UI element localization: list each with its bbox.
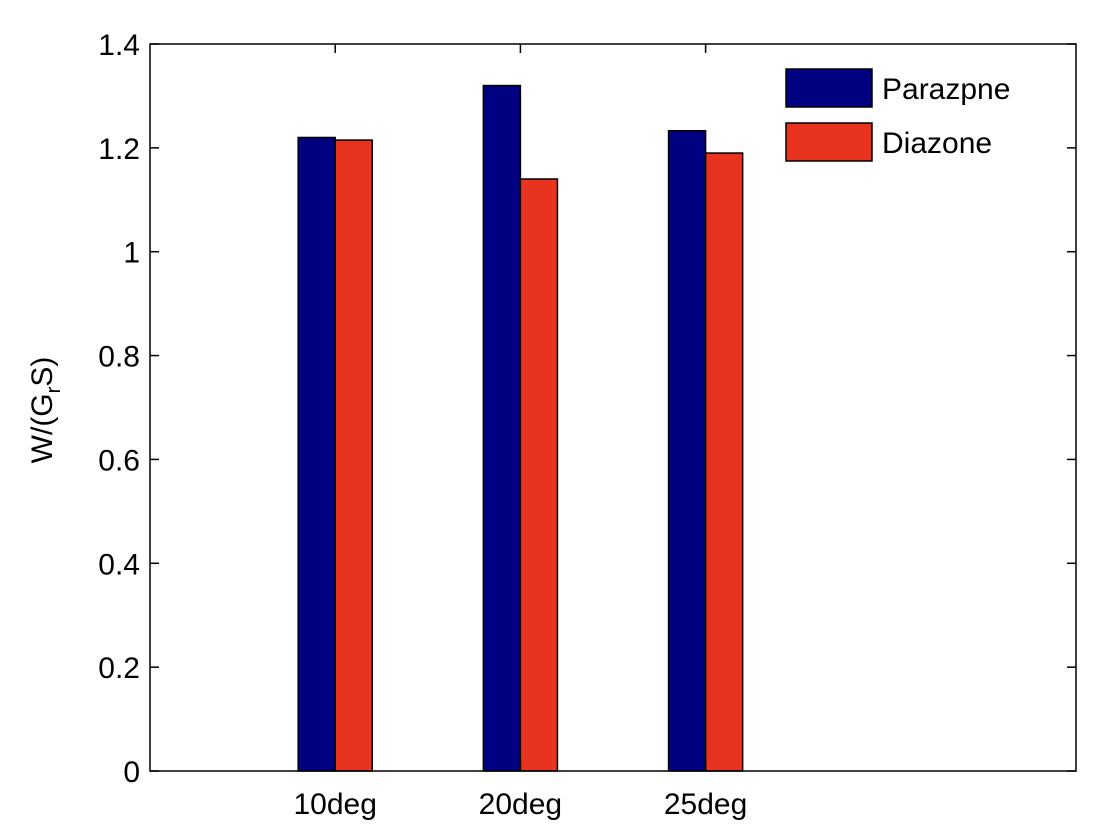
- x-tick-label: 25deg: [664, 788, 747, 821]
- bar-diazone-20deg: [519, 178, 559, 772]
- legend: Parazpne Diazone: [785, 68, 1010, 162]
- x-tick-label: 20deg: [479, 788, 562, 821]
- y-tick-label: 0.2: [98, 652, 140, 685]
- y-tick-label: 0.6: [98, 444, 140, 477]
- y-tick-label: 0.8: [98, 341, 140, 374]
- y-tick-label: 0: [123, 756, 140, 789]
- y-axis-title-subscript: r: [43, 386, 65, 393]
- y-axis-title-tail: S): [26, 357, 59, 387]
- y-tick-label: 0.4: [98, 548, 140, 581]
- y-tick-label: 1: [123, 237, 140, 270]
- axes: 10deg 20deg 25deg 0 0.2 0.4 0.6 0.8 1 1.2 1.4: [98, 29, 1077, 821]
- bar-parazpne-25deg: [667, 129, 707, 772]
- plot-frame: [149, 43, 1077, 772]
- legend-swatch-parazpne: [785, 68, 873, 108]
- bars: [297, 84, 744, 772]
- legend-swatch-diazone: [785, 122, 873, 162]
- legend-label-diazone: Diazone: [882, 127, 992, 160]
- bar-diazone-10deg: [334, 139, 373, 772]
- y-tick-label: 1.4: [98, 29, 140, 62]
- legend-label-parazpne: Parazpne: [882, 73, 1010, 106]
- y-axis-title: W/(GrS): [26, 357, 65, 464]
- bar-parazpne-20deg: [482, 84, 522, 772]
- y-tick-label: 1.2: [98, 133, 140, 166]
- bar-diazone-25deg: [704, 152, 744, 772]
- bar-parazpne-10deg: [297, 136, 336, 772]
- x-tick-label: 10deg: [293, 788, 376, 821]
- y-axis-title-main: W/(G: [26, 393, 59, 463]
